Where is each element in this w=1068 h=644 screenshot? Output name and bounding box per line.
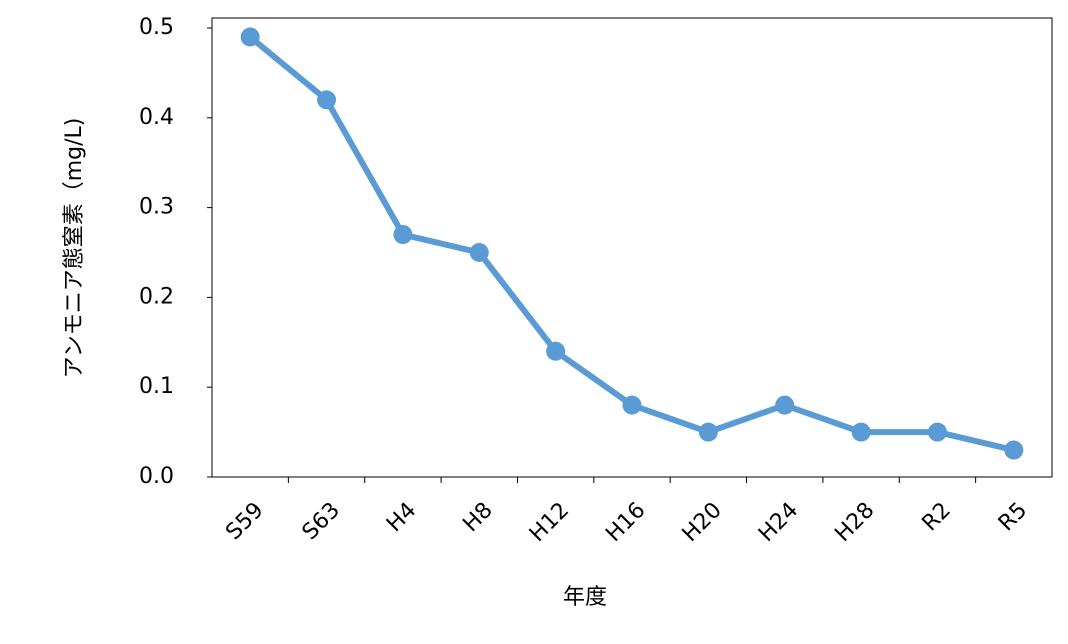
x-tick-label: H16 [601,498,650,547]
plot-frame [211,17,1053,478]
data-point [317,90,337,110]
data-point [1004,440,1024,460]
data-point [927,422,947,442]
data-point [775,395,795,415]
x-tick-label: S63 [298,498,345,545]
data-point [240,27,260,47]
x-tick-label: H8 [458,498,497,537]
y-tick-label: 0.0 [139,464,174,489]
data-point [698,422,718,442]
data-point [393,225,413,245]
data-point [622,395,642,415]
data-point [546,341,566,361]
y-tick-label: 0.3 [139,195,174,220]
x-tick-label: H24 [754,498,803,547]
series-line [248,34,1015,453]
y-tick-label: 0.1 [139,374,174,399]
x-tick-label: H20 [678,498,727,547]
x-axis-title: 年度 [563,585,607,610]
x-tick-label: R2 [918,498,956,536]
y-tick-label: 0.5 [139,15,174,40]
data-point [469,243,489,262]
x-tick-label: H4 [382,498,421,537]
x-tick-label: H28 [830,498,879,547]
x-tick-label: H12 [525,498,574,547]
data-point [851,422,871,442]
x-tick-label: S59 [221,498,268,545]
x-tick-label: R5 [994,498,1032,536]
y-tick-label: 0.4 [139,105,174,130]
y-tick-label: 0.2 [139,284,174,309]
y-axis-title: アンモニア態窒素（mg/L) [62,118,87,379]
